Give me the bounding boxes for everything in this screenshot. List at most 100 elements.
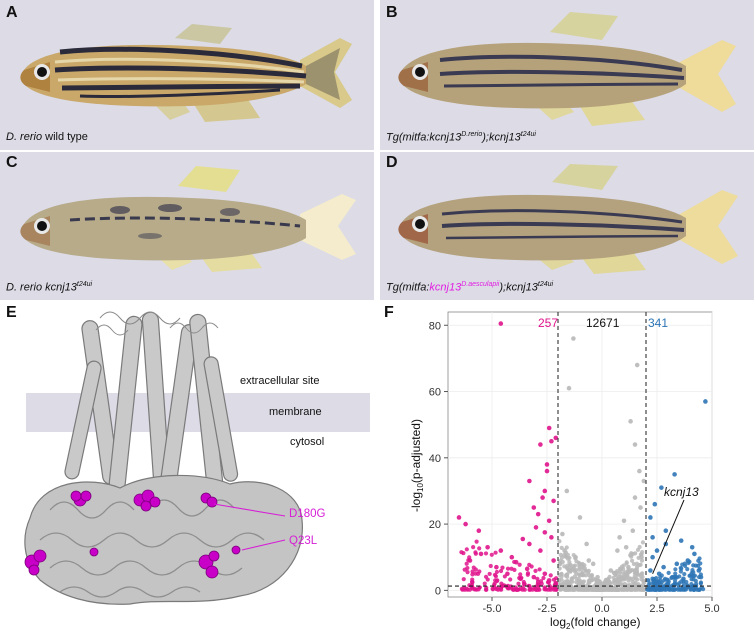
data-point xyxy=(574,559,579,564)
data-point xyxy=(515,587,520,592)
data-point xyxy=(591,584,596,589)
data-point xyxy=(697,587,702,592)
data-point xyxy=(542,571,548,577)
data-point xyxy=(527,562,532,567)
data-point xyxy=(641,578,646,583)
panel-label-c: C xyxy=(6,154,18,171)
data-point xyxy=(531,574,537,580)
data-point xyxy=(470,572,475,577)
data-point xyxy=(505,586,510,591)
data-point xyxy=(648,581,653,586)
data-point xyxy=(490,586,495,591)
data-point xyxy=(493,550,498,555)
axis-ticks: -5.0 -2.5 0.0 2.5 5.0 0 20 40 60 80 xyxy=(429,320,720,615)
data-point xyxy=(518,576,523,582)
x-tick-label: 0.0 xyxy=(594,603,609,615)
data-point xyxy=(498,321,504,326)
data-point xyxy=(626,570,631,575)
fish-image-rescue-drerio xyxy=(398,12,736,126)
data-point xyxy=(456,515,462,520)
data-point xyxy=(652,501,658,507)
data-point xyxy=(698,580,704,585)
data-point xyxy=(546,578,552,583)
data-point xyxy=(471,545,476,550)
data-point xyxy=(537,567,542,572)
data-point xyxy=(665,581,671,587)
data-point xyxy=(482,581,487,586)
data-point xyxy=(608,568,614,573)
data-point xyxy=(505,571,510,577)
data-point xyxy=(634,571,640,577)
data-point xyxy=(549,535,554,540)
data-point xyxy=(693,578,698,583)
data-point xyxy=(578,579,583,584)
data-point xyxy=(634,362,640,368)
data-point xyxy=(635,547,641,552)
data-point xyxy=(548,573,553,578)
data-point xyxy=(494,569,500,575)
data-point xyxy=(557,561,563,567)
panel-f: F -5.0 -2.5 0.0 2.5 5.0 0 20 40 60 80 257 12671 3… xyxy=(380,300,754,630)
data-point xyxy=(617,566,623,571)
data-point xyxy=(606,587,611,592)
fish-image-rescue-aesculapii xyxy=(398,164,738,274)
data-point xyxy=(614,587,619,592)
label-membrane: membrane xyxy=(269,406,322,418)
data-point xyxy=(475,571,481,576)
data-point xyxy=(571,336,576,341)
data-point xyxy=(533,525,539,530)
data-point xyxy=(612,578,618,583)
x-tick-label: 2.5 xyxy=(649,603,664,615)
caption-d-mid: );kcnj13 xyxy=(499,281,538,294)
data-point xyxy=(568,587,573,592)
data-point xyxy=(564,545,569,550)
data-point xyxy=(581,579,587,584)
caption-a-rest: wild type xyxy=(42,131,88,143)
panel-label-d: D xyxy=(386,154,398,171)
data-point xyxy=(638,505,643,510)
data-point xyxy=(525,572,530,577)
data-point xyxy=(499,581,504,586)
data-point xyxy=(538,548,543,553)
data-point xyxy=(569,578,574,584)
data-point xyxy=(592,587,598,592)
data-point xyxy=(648,568,653,573)
caption-c-sup: t24ui xyxy=(76,281,93,288)
data-point xyxy=(470,569,475,574)
data-point xyxy=(689,577,694,582)
data-point xyxy=(471,565,476,570)
data-point xyxy=(509,554,515,560)
data-point xyxy=(524,566,530,572)
x-axis-label: log2(fold change) xyxy=(550,615,641,630)
data-point xyxy=(607,580,612,585)
data-point xyxy=(672,472,677,477)
data-point xyxy=(527,478,532,484)
data-point xyxy=(682,587,687,592)
data-point xyxy=(483,551,489,556)
data-point xyxy=(522,582,527,587)
data-point xyxy=(532,586,538,591)
data-point xyxy=(637,562,642,568)
data-point xyxy=(508,577,513,582)
data-point xyxy=(577,515,583,520)
data-point xyxy=(544,462,550,467)
data-point xyxy=(496,587,501,592)
data-point xyxy=(580,587,585,592)
data-point xyxy=(478,551,484,557)
data-point xyxy=(542,530,548,535)
data-point xyxy=(617,535,622,540)
data-point xyxy=(562,579,568,584)
data-point xyxy=(632,442,638,447)
data-point xyxy=(619,574,625,580)
data-point xyxy=(533,568,538,574)
y-tick-label: 40 xyxy=(429,453,441,465)
caption-b-sup2: t24ui xyxy=(520,131,536,138)
data-point xyxy=(628,419,633,424)
y-tick-label: 0 xyxy=(435,585,441,597)
data-point xyxy=(559,545,564,550)
fish-image-wildtype xyxy=(20,24,352,122)
data-point xyxy=(485,544,490,550)
data-point xyxy=(650,554,655,560)
data-point xyxy=(650,576,655,581)
data-point xyxy=(626,564,631,570)
